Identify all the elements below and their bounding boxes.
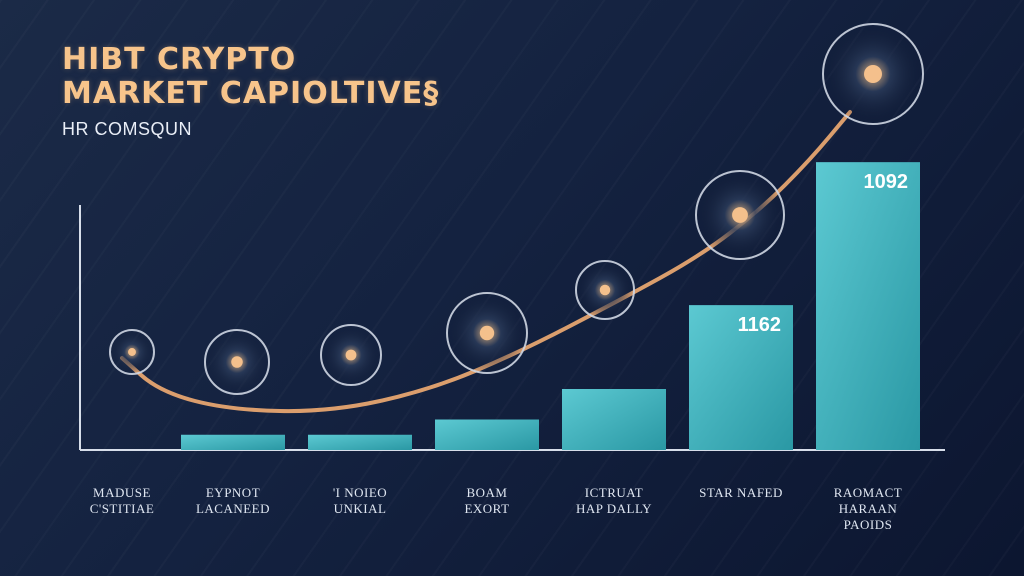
chart-title-line-2: MARKET CAPIOLTIVE§	[62, 76, 440, 111]
data-label-7: 1092	[864, 171, 909, 193]
trend-marker-1	[109, 329, 155, 375]
trend-marker-6	[695, 170, 785, 260]
trend-marker-7	[822, 23, 924, 125]
bar-4	[435, 419, 539, 450]
data-label-6: 1162	[738, 314, 781, 336]
category-label-2-line-1: EYPNOT	[206, 485, 260, 500]
bar-5	[562, 389, 666, 450]
trend-marker-core-5	[599, 284, 611, 296]
category-label-6-line-1: STAR NAFED	[699, 485, 783, 500]
category-label-7-line-3: PAOIDS	[844, 517, 893, 532]
trend-marker-core-2	[231, 356, 243, 368]
category-label-4-line-2: EXORT	[464, 501, 509, 516]
bar-7	[816, 162, 920, 450]
chart-title-line-1: HIBT CRYPTO	[62, 42, 297, 77]
category-label-7-line-1: RAOMACT	[834, 485, 903, 500]
category-label-1-line-1: MADUSE	[93, 485, 151, 500]
bar-3	[308, 434, 412, 450]
trend-marker-core-6	[732, 207, 748, 223]
category-label-2-line-2: LACANEED	[196, 501, 270, 516]
category-label-1-line-2: C'STITIAE	[90, 501, 155, 516]
trend-marker-core-4	[479, 325, 495, 341]
trend-marker-core-7	[864, 65, 882, 83]
category-label-3-line-1: 'I NOIEO	[333, 485, 387, 500]
category-label-4-line-1: BOAM	[466, 485, 507, 500]
category-label-7-line-2: HARAAN	[839, 501, 898, 516]
chart-subtitle: HR COMSQUN	[62, 119, 192, 139]
bar-2	[181, 434, 285, 450]
trend-marker-2	[204, 329, 270, 395]
category-label-5-line-1: ICTRUAT	[585, 485, 643, 500]
bar-6	[689, 305, 793, 450]
trend-marker-core-1	[128, 348, 136, 356]
trend-marker-4	[446, 292, 528, 374]
category-label-5-line-2: HAP DALLY	[576, 501, 652, 516]
trend-marker-core-3	[345, 349, 357, 361]
trend-marker-5	[575, 260, 635, 320]
category-label-3-line-2: UNKIAL	[334, 501, 387, 516]
trend-marker-3	[320, 324, 382, 386]
